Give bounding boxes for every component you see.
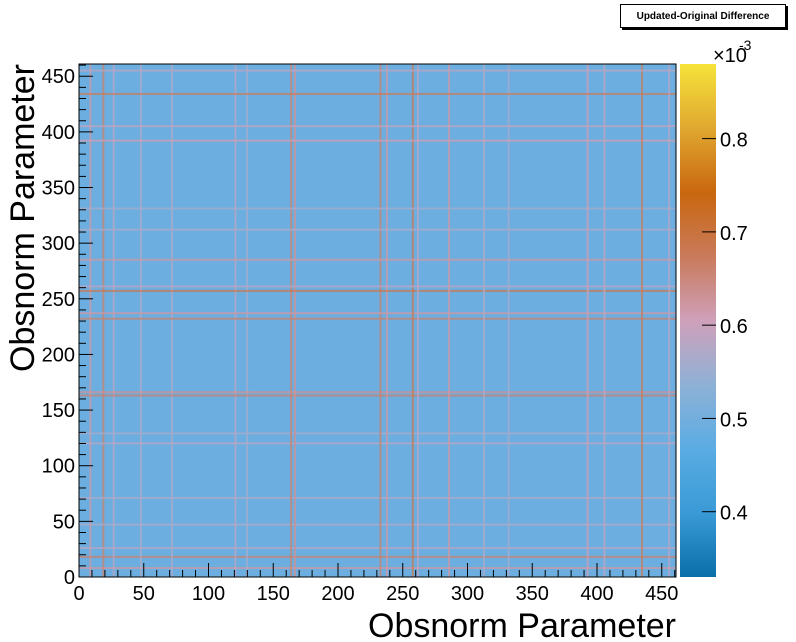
x-tick-label: 250 [386,583,419,605]
y-axis-title: Obsnorm Parameter [4,64,42,372]
x-tick-label: 100 [192,583,225,605]
heatmap-column-8 [293,64,296,577]
y-tick-label: 100 [42,456,75,478]
heatmap-row-9 [79,317,676,320]
y-tick-label: 450 [42,66,75,88]
heatmap-row-2 [79,546,676,549]
heatmap-row-14 [79,228,676,231]
heatmap-column-14 [483,64,486,577]
color-bar-multiplier: ×10 [713,45,747,67]
heatmap-row-12 [79,285,676,288]
color-bar-tick-label: 0.6 [720,316,748,338]
heatmap-background [79,64,676,577]
color-bar-tick-label: 0.7 [720,223,748,245]
heatmap-row-18 [79,92,676,95]
x-tick-label: 350 [516,583,549,605]
x-tick-label: 200 [321,583,354,605]
heatmap-row-5 [79,442,676,445]
heatmap-row-8 [79,391,676,394]
x-tick-label: 0 [73,583,84,605]
x-tick-label: 300 [451,583,484,605]
heatmap-row-6 [79,432,676,435]
heatmap-row-4 [79,496,676,499]
color-bar-multiplier-exponent: -3 [739,37,752,53]
x-axis-title: Obsnorm Parameter [368,607,676,642]
heatmap-column-19 [668,64,671,577]
heatmap-column-2 [112,64,115,577]
heatmap-row-0 [79,566,676,569]
heatmap-row-16 [79,139,676,142]
heatmap-column-3 [139,64,142,577]
heatmap-column-7 [290,64,293,577]
y-tick-label: 300 [42,233,75,255]
heatmap-column-9 [379,64,382,577]
heatmap-row-11 [79,289,676,292]
heatmap-row-17 [79,125,676,128]
heatmap-column-11 [411,64,414,577]
heatmap-column-17 [603,64,606,577]
y-tick-label: 200 [42,344,75,366]
heatmap-row-15 [79,207,676,210]
x-tick-label: 400 [580,583,613,605]
heatmap-column-1 [102,64,105,577]
heatmap-column-12 [416,64,419,577]
heatmap-column-13 [448,64,451,577]
color-bar-tick-label: 0.4 [720,503,748,525]
heatmap-column-0 [89,64,92,577]
heatmap-row-7 [79,394,676,397]
chart-title: Updated-Original Difference [620,4,786,28]
color-bar-tick-label: 0.5 [720,409,748,431]
heatmap-column-18 [641,64,644,577]
heatmap-row-10 [79,312,676,315]
heatmap-column-4 [170,64,173,577]
x-tick-label: 150 [257,583,290,605]
x-tick-label: 50 [133,583,155,605]
heatmap-row-13 [79,258,676,261]
y-tick-label: 350 [42,178,75,200]
heatmap-column-15 [507,64,510,577]
heatmap-row-19 [79,69,676,72]
color-bar-tick-label: 0.8 [720,130,748,152]
y-tick-label: 250 [42,289,75,311]
color-bar [680,64,716,577]
y-tick-label: 50 [53,511,75,533]
heatmap-column-5 [234,64,237,577]
heatmap-column-6 [246,64,249,577]
plot-frame [78,63,677,578]
y-tick-label: 400 [42,122,75,144]
heatmap-row-3 [79,523,676,526]
y-tick-label: 0 [64,567,75,589]
x-tick-label: 450 [645,583,678,605]
y-tick-label: 150 [42,400,75,422]
heatmap-row-1 [79,555,676,558]
heatmap-column-10 [385,64,388,577]
heatmap-column-16 [586,64,589,577]
